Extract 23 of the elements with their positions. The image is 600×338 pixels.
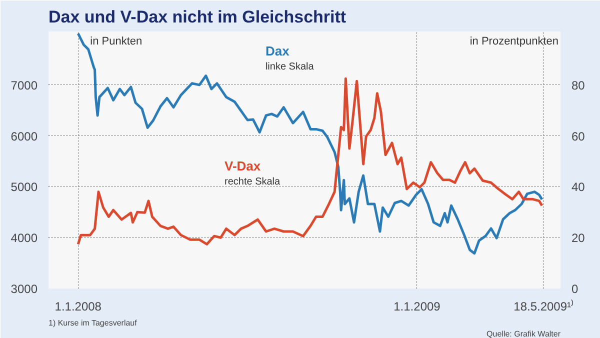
x-tick-label: 18.5.2009¹⁾ [514,300,574,314]
x-tick-label: 1.1.2008 [54,300,102,314]
y2-tick-label: 0 [572,282,578,296]
y-axis-title: in Punkten [90,36,142,48]
y2-tick-label: 20 [572,231,586,246]
annotation: rechte Skala [224,176,281,188]
y2-tick-label: 80 [572,78,586,92]
y-tick-label: 5000 [10,180,38,194]
y2-tick-label: 40 [572,180,586,194]
y-tick-label: 3000 [10,282,38,296]
annotation: linke Skala [265,62,314,72]
text: 1) Kurse im Tagesverlauf [48,318,138,328]
x-tick-label: 1.1.2009 [394,300,441,314]
text: Dax [265,44,290,58]
y2-axis-title: in Prozentpunkten [470,36,558,48]
line-series [76,77,544,246]
source-note: Quelle: Grafik Walter [486,330,561,338]
y-tick-label: 4000 [10,231,38,246]
y-tick-label: 7000 [10,78,38,92]
chart-title: Dax und V-Dax nicht im Gleichschritt [48,8,346,26]
y2-tick-label: 60 [572,129,586,144]
y-tick-label: 6000 [10,129,38,144]
text: V-Dax [224,158,262,174]
